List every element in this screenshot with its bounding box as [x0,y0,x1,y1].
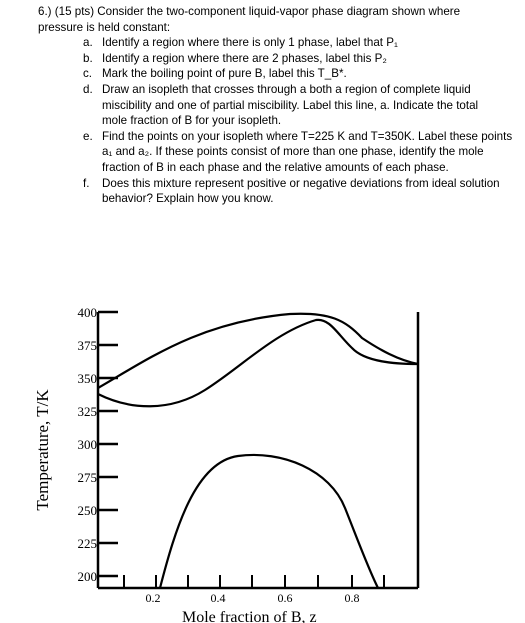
question-stem: 6.) (15 pts) Consider the two-component … [38,4,522,20]
x-tick-labels: 0.2 0.4 0.6 0.8 [146,591,360,605]
x-tick-label: 0.2 [146,591,161,605]
question-item-line: a₁ and a₂. If these points consist of mo… [102,145,484,159]
y-tick-label: 400 [78,305,98,320]
question-item-letter: f. [83,176,90,190]
question-item-line: Identify a region where there are 2 phas… [102,51,387,65]
phase-diagram-svg: 400 375 350 325 300 275 250 225 200 0.2 … [33,305,420,623]
question-6: 6.) (15 pts) Consider the two-component … [38,4,522,207]
question-number: 6.) [38,5,52,18]
y-tick-label: 250 [78,503,98,518]
question-item: f. Does this mixture represent positive o… [38,176,522,207]
question-item-letter: a. [83,36,93,50]
question-item-line: Find the points on your isopleth where T… [102,129,513,143]
x-tick-label: 0.8 [345,591,360,605]
question-item-line: Mark the boiling point of pure B, label … [102,67,347,81]
question-item: e. Find the points on your isopleth where… [38,129,522,176]
y-tick-label: 325 [78,404,98,419]
question-item-line: Identify a region where there is only 1 … [102,36,398,50]
question-item-line: Does this mixture represent positive or … [102,176,500,190]
question-items: a. Identify a region where there is only … [38,35,522,207]
question-item-letter: b. [83,51,93,65]
question-item-line: fraction of B in each phase and the rela… [102,160,449,174]
question-stem-line-1: (15 pts) Consider the two-component liqu… [54,5,461,18]
x-tick-label: 0.6 [278,591,293,605]
x-tick-label: 0.4 [211,591,226,605]
y-tick-label: 350 [78,371,98,386]
y-ticks [98,310,118,578]
phase-curves [97,312,419,589]
dew-curve [97,312,419,389]
miscibility-gap-curve [158,453,379,589]
question-item-line: mole fraction of B for your isopleth. [102,114,282,128]
question-stem-line-2: pressure is held constant: [38,20,171,34]
bubble-curve [97,318,419,408]
question-item: c. Mark the boiling point of pure B, labe… [38,66,522,82]
x-axis-label: Mole fraction of B, z [182,609,317,623]
y-tick-label: 275 [78,470,98,485]
question-item: b. Identify a region where there are 2 ph… [38,51,522,67]
question-item-line: miscibility and one of partial miscibili… [102,98,479,112]
question-item: a. Identify a region where there is only … [38,35,522,51]
y-axis-label: Temperature, T/K [33,389,52,511]
y-tick-label: 300 [78,437,98,452]
y-tick-labels: 400 375 350 325 300 275 250 225 200 [78,305,98,584]
y-tick-label: 225 [78,536,98,551]
phase-diagram: 400 375 350 325 300 275 250 225 200 0.2 … [0,290,525,623]
question-item-letter: d. [83,82,93,96]
x-ticks [123,575,385,588]
y-tick-label: 375 [78,338,98,353]
question-item-letter: e. [83,129,93,143]
question-item: d. Draw an isopleth that crosses through … [38,82,522,129]
question-item-line: behavior? Explain how you know. [102,192,274,206]
question-item-line: Draw an isopleth that crosses through a … [102,82,471,96]
question-item-letter: c. [83,67,93,81]
y-tick-label: 200 [78,569,98,584]
